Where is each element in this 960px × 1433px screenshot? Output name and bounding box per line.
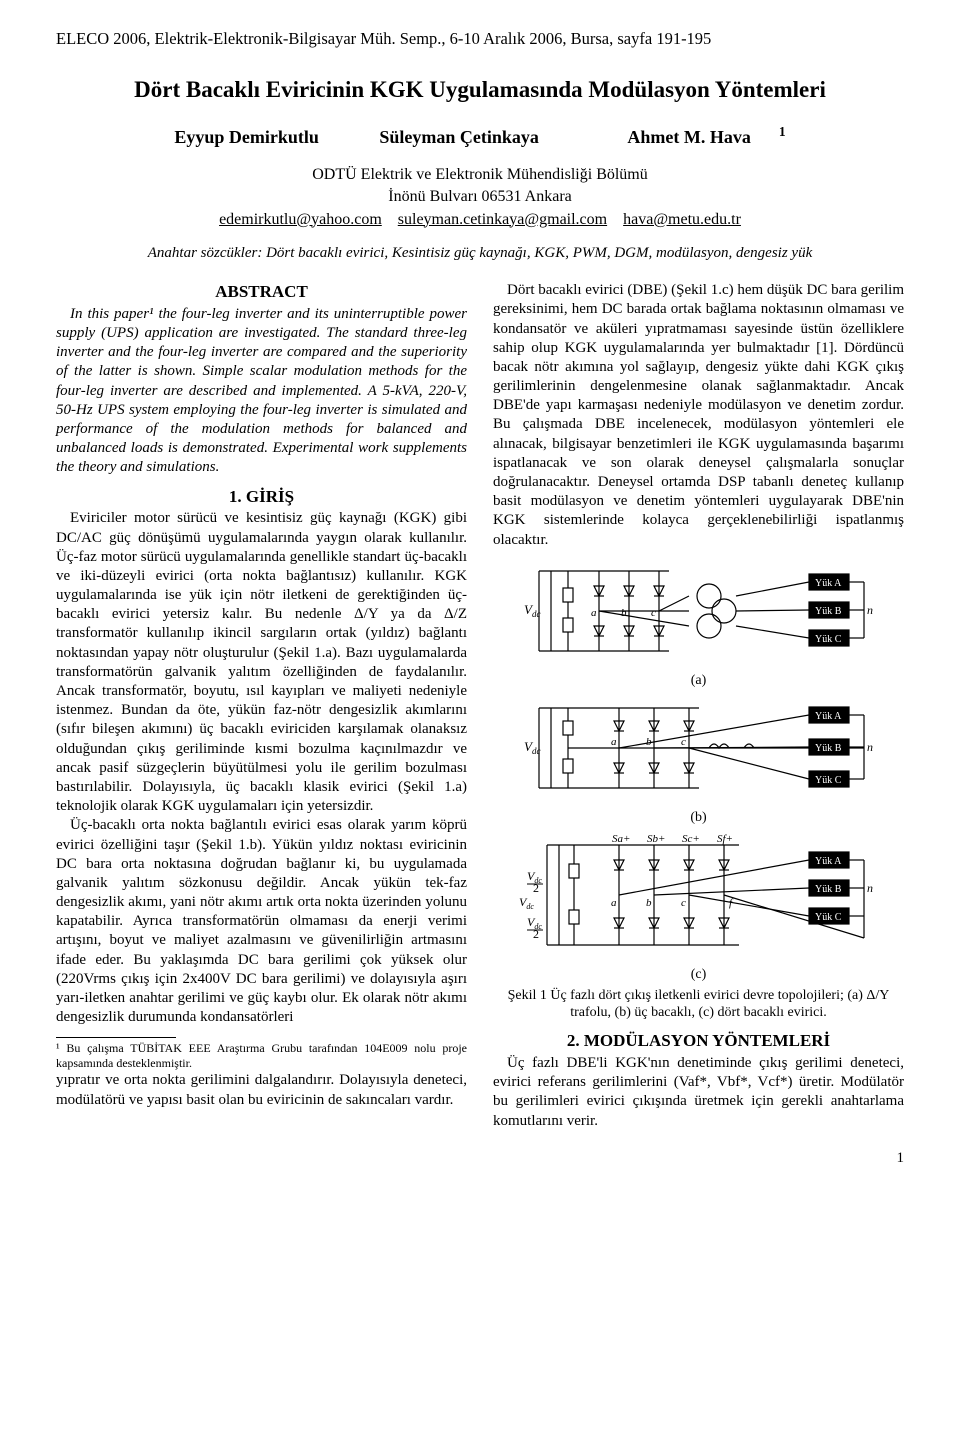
svg-text:b: b xyxy=(646,736,652,748)
svg-text:Vdc: Vdc xyxy=(524,602,540,619)
email-3[interactable]: hava@metu.edu.tr xyxy=(623,211,741,228)
svg-text:Sb+: Sb+ xyxy=(647,833,665,845)
svg-text:Yük A: Yük A xyxy=(815,578,842,589)
author-3: Ahmet M. Hava1 xyxy=(599,127,785,147)
svg-text:Vdc: Vdc xyxy=(524,739,540,756)
svg-text:Yük B: Yük B xyxy=(815,884,842,895)
section-1-heading: 1. GİRİŞ xyxy=(56,486,467,508)
section-2-heading: 2. MODÜLASYON YÖNTEMLERİ xyxy=(493,1030,904,1052)
author-1: Eyyup Demirkutlu xyxy=(174,127,319,147)
svg-text:Yük B: Yük B xyxy=(815,606,842,617)
figure-1c-label: (c) xyxy=(493,966,904,984)
page-number: 1 xyxy=(56,1149,904,1168)
svg-text:2: 2 xyxy=(533,927,539,941)
svg-text:2: 2 xyxy=(533,881,539,895)
svg-text:Yük A: Yük A xyxy=(815,711,842,722)
author-list: Eyyup Demirkutlu Süleyman Çetinkaya Ahme… xyxy=(56,123,904,149)
figure-1-caption: Şekil 1 Üç fazlı dört çıkış iletkenli ev… xyxy=(493,987,904,1023)
svg-text:Yük A: Yük A xyxy=(815,856,842,867)
paper-title: Dört Bacaklı Eviricinin KGK Uygulamasınd… xyxy=(56,75,904,104)
figure-1b-label: (b) xyxy=(493,809,904,827)
svg-text:Sc+: Sc+ xyxy=(682,833,700,845)
svg-text:n: n xyxy=(867,740,873,754)
svg-text:a: a xyxy=(611,897,617,909)
svg-text:Sa+: Sa+ xyxy=(612,833,630,845)
svg-text:Yük C: Yük C xyxy=(815,634,842,645)
figure-1b-svg: Vdc a b c Yük A Yük B Yük C n xyxy=(519,693,879,808)
svg-text:Yük B: Yük B xyxy=(815,743,842,754)
section-1-para-4: Dört bacaklı evirici (DBE) (Şekil 1.c) h… xyxy=(493,281,904,550)
figure-1c-svg: Vdc 2 Vdc 2 Vdc Sa+ Sb+ Sc+ Sf+ a b c f … xyxy=(519,830,879,965)
svg-text:Yük C: Yük C xyxy=(815,775,842,786)
conference-header: ELECO 2006, Elektrik-Elektronik-Bilgisay… xyxy=(56,28,904,49)
svg-text:b: b xyxy=(621,607,627,619)
email-1[interactable]: edemirkutlu@yahoo.com xyxy=(219,211,382,228)
footnote-text: ¹ Bu çalışma TÜBİTAK EEE Araştırma Grubu… xyxy=(56,1041,467,1071)
svg-text:c: c xyxy=(651,607,656,619)
affiliation-line1: ODTÜ Elektrik ve Elektronik Mühendisliği… xyxy=(56,165,904,185)
svg-text:a: a xyxy=(611,736,617,748)
svg-text:n: n xyxy=(867,881,873,895)
footnote-rule xyxy=(56,1037,176,1038)
affiliation-line2: İnönü Bulvarı 06531 Ankara xyxy=(56,187,904,207)
author-2: Süleyman Çetinkaya xyxy=(379,127,539,147)
section-1-para-2: Üç-bacaklı orta nokta bağlantılı evirici… xyxy=(56,816,467,1027)
svg-text:a: a xyxy=(591,607,597,619)
svg-text:b: b xyxy=(646,897,652,909)
svg-text:c: c xyxy=(681,736,686,748)
section-1-para-1: Eviriciler motor sürücü ve kesintisiz gü… xyxy=(56,509,467,816)
svg-text:n: n xyxy=(867,603,873,617)
svg-text:Yük C: Yük C xyxy=(815,912,842,923)
svg-text:Vdc: Vdc xyxy=(519,895,534,911)
svg-text:Sf+: Sf+ xyxy=(717,833,733,845)
abstract-body: In this paper¹ the four-leg inverter and… xyxy=(56,305,467,478)
emails: edemirkutlu@yahoo.com suleyman.cetinkaya… xyxy=(56,210,904,230)
figure-1a-label: (a) xyxy=(493,672,904,690)
section-2-para-1: Üç fazlı DBE'li KGK'nın denetiminde çıkı… xyxy=(493,1054,904,1131)
figure-1a-svg: Vdc a b c Yük A Yük B Yük C n xyxy=(519,556,879,671)
abstract-heading: ABSTRACT xyxy=(56,281,467,303)
section-1-para-3: yıpratır ve orta nokta gerilimini dalgal… xyxy=(56,1071,467,1109)
email-2[interactable]: suleyman.cetinkaya@gmail.com xyxy=(398,211,607,228)
keywords: Anahtar sözcükler: Dört bacaklı evirici,… xyxy=(56,244,904,263)
figure-1: Vdc a b c Yük A Yük B Yük C n (a) xyxy=(493,556,904,1023)
svg-text:c: c xyxy=(681,897,686,909)
